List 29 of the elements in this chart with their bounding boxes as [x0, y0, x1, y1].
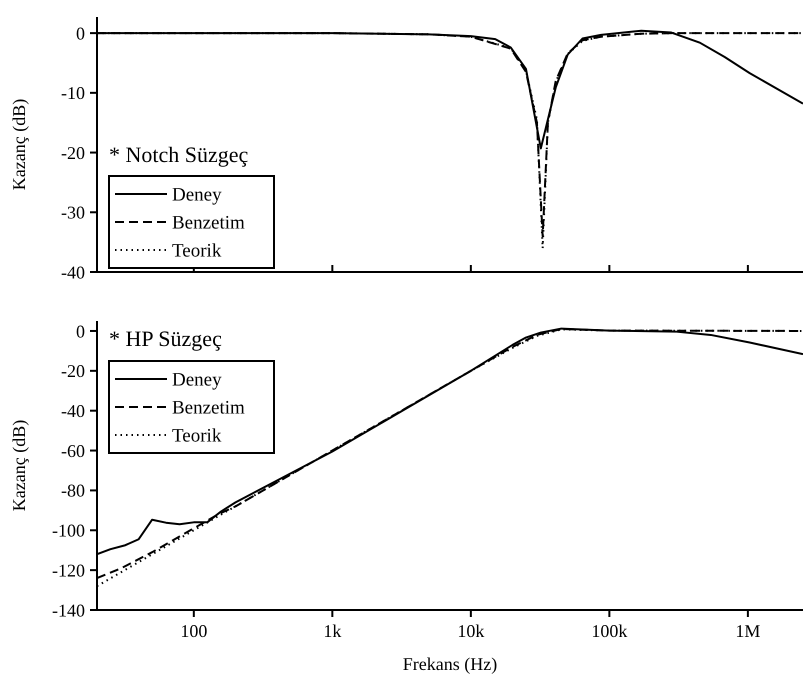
text: * Notch Süzgeç: [109, 142, 249, 167]
legend-label: Deney: [172, 370, 222, 391]
x-tick-label: 10k: [457, 621, 484, 641]
x-tick-label: 100: [180, 621, 208, 641]
y-tick-label: 0: [76, 321, 85, 342]
y-tick-label: -20: [61, 142, 85, 163]
y-tick-label: -100: [52, 520, 85, 541]
legend-label: Teorik: [172, 240, 222, 262]
y-tick-label: -120: [52, 560, 85, 580]
y-tick-label: -30: [61, 202, 85, 223]
y-tick-label: -40: [61, 400, 85, 421]
chart-title: * HP Süzgeç: [109, 326, 222, 351]
x-axis-title: Frekans (Hz): [402, 654, 498, 674]
y-tick-label: -60: [61, 440, 85, 461]
x-tick-label: 1k: [323, 621, 342, 641]
y-tick-label: -140: [52, 600, 85, 620]
legend-label: Benzetim: [172, 398, 246, 419]
x-tick-label: 1M: [735, 621, 760, 641]
x-tick-label: 100k: [591, 621, 628, 641]
legend-label: Deney: [172, 184, 222, 206]
y-axis-title: Kazanç (dB): [9, 420, 29, 512]
legend-label: Teorik: [172, 426, 222, 447]
y-axis-title: Kazanç (dB): [9, 98, 29, 190]
y-tick-label: -80: [61, 480, 85, 501]
y-tick-label: -10: [61, 83, 85, 104]
y-tick-label: 0: [76, 23, 85, 44]
legend-label: Benzetim: [172, 212, 246, 234]
y-tick-label: -20: [61, 361, 85, 382]
y-tick-label: -40: [61, 262, 85, 282]
